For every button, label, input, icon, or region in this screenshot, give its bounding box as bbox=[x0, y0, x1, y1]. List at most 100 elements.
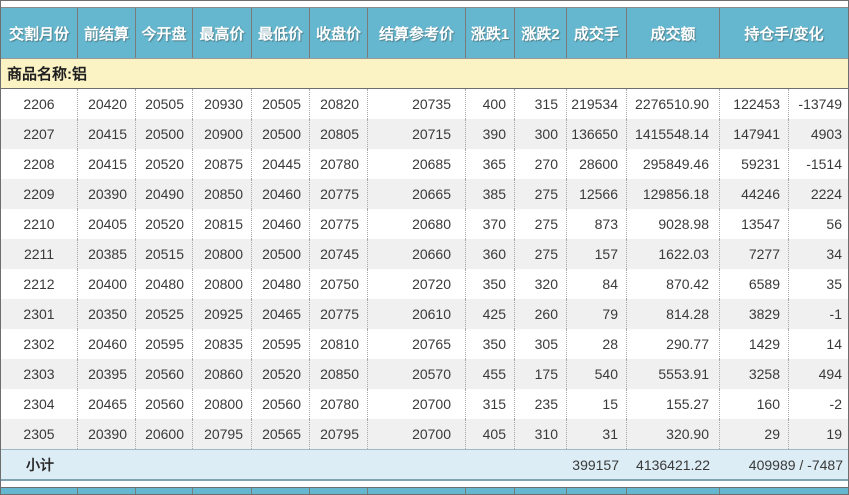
cell-change1: 400 bbox=[466, 89, 515, 119]
cell-low: 20560 bbox=[252, 389, 310, 419]
cell-open-interest: 7277 bbox=[720, 239, 789, 269]
cell-delivery-month: 2210 bbox=[1, 209, 78, 239]
cell-change2: 315 bbox=[515, 89, 567, 119]
cell-turnover: 1415548.14 bbox=[627, 119, 720, 149]
cell-open-interest: 29 bbox=[720, 419, 789, 449]
cell-close: 20775 bbox=[310, 209, 368, 239]
cell-turnover: 129856.18 bbox=[627, 179, 720, 209]
cell-open: 20500 bbox=[136, 119, 193, 149]
cell-oi-change: 14 bbox=[826, 336, 842, 352]
cell-volume: 540 bbox=[567, 359, 627, 389]
cell-change1: 360 bbox=[466, 239, 515, 269]
cell-open-interest: 59231 bbox=[720, 149, 789, 179]
cell-low: 20480 bbox=[252, 269, 310, 299]
cell-change1: 390 bbox=[466, 119, 515, 149]
cell-oi-change: -1514 bbox=[806, 156, 842, 172]
header-prev-settlement: 前结算 bbox=[78, 8, 136, 58]
cell-turnover: 814.28 bbox=[627, 299, 720, 329]
cell-close: 20805 bbox=[310, 119, 368, 149]
table-row: 2304 20465 20560 20800 20560 20780 20700… bbox=[1, 389, 848, 419]
cell-low: 20500 bbox=[252, 119, 310, 149]
header-settlement-ref: 结算参考价 bbox=[368, 8, 466, 58]
cell-delivery-month: 2305 bbox=[1, 419, 78, 449]
cell-high: 20800 bbox=[193, 269, 252, 299]
cell-change2: 305 bbox=[515, 329, 567, 359]
table-header-row: 交割月份 前结算 今开盘 最高价 最低价 收盘价 结算参考价 涨跌1 涨跌2 成… bbox=[1, 8, 848, 58]
cell-settlement-ref: 20570 bbox=[368, 359, 466, 389]
table-row: 2302 20460 20595 20835 20595 20810 20765… bbox=[1, 329, 848, 359]
cell-settlement-ref: 20765 bbox=[368, 329, 466, 359]
cell-close: 20745 bbox=[310, 239, 368, 269]
cell-change1: 350 bbox=[466, 329, 515, 359]
cell-close: 20810 bbox=[310, 329, 368, 359]
product-name-band: 商品名称:铝 bbox=[1, 58, 848, 89]
table-row: 2206 20420 20505 20930 20505 20820 20735… bbox=[1, 89, 848, 119]
cell-delivery-month: 2301 bbox=[1, 299, 78, 329]
cell-settlement-ref: 20700 bbox=[368, 389, 466, 419]
header-volume: 成交手 bbox=[567, 8, 627, 58]
cell-oi-change: -1 bbox=[829, 306, 842, 322]
cell-prev-settlement: 20400 bbox=[78, 269, 136, 299]
cell-open: 20520 bbox=[136, 209, 193, 239]
cell-oi-change: 35 bbox=[826, 276, 842, 292]
cell-prev-settlement: 20420 bbox=[78, 89, 136, 119]
cell-open-interest: 3829 bbox=[720, 299, 789, 329]
cell-change2: 310 bbox=[515, 419, 567, 449]
cell-high: 20800 bbox=[193, 389, 252, 419]
cell-high: 20925 bbox=[193, 299, 252, 329]
previous-row-sliver bbox=[1, 1, 848, 8]
cell-open: 20520 bbox=[136, 149, 193, 179]
cell-delivery-month: 2206 bbox=[1, 89, 78, 119]
cell-change2: 175 bbox=[515, 359, 567, 389]
cell-settlement-ref: 20685 bbox=[368, 149, 466, 179]
cell-delivery-month: 2211 bbox=[1, 239, 78, 269]
header-change1: 涨跌1 bbox=[466, 8, 515, 58]
cell-high: 20900 bbox=[193, 119, 252, 149]
cell-high: 20850 bbox=[193, 179, 252, 209]
cell-turnover: 9028.98 bbox=[627, 209, 720, 239]
cell-settlement-ref: 20610 bbox=[368, 299, 466, 329]
cell-open-interest: 6589 bbox=[720, 269, 789, 299]
cell-volume: 12566 bbox=[567, 179, 627, 209]
table-row: 2301 20350 20525 20925 20465 20775 20610… bbox=[1, 299, 848, 329]
cell-prev-settlement: 20415 bbox=[78, 149, 136, 179]
cell-prev-settlement: 20395 bbox=[78, 359, 136, 389]
cell-prev-settlement: 20415 bbox=[78, 119, 136, 149]
cell-prev-settlement: 20350 bbox=[78, 299, 136, 329]
cell-volume: 219534 bbox=[567, 89, 627, 119]
cell-open-interest: 147941 bbox=[720, 119, 789, 149]
cell-volume: 28600 bbox=[567, 149, 627, 179]
cell-prev-settlement: 20385 bbox=[78, 239, 136, 269]
cell-volume: 79 bbox=[567, 299, 627, 329]
cell-change2: 275 bbox=[515, 239, 567, 269]
cell-open: 20560 bbox=[136, 359, 193, 389]
header-close: 收盘价 bbox=[310, 8, 368, 58]
table-row: 2207 20415 20500 20900 20500 20805 20715… bbox=[1, 119, 848, 149]
next-header-sliver bbox=[1, 487, 848, 494]
cell-open: 20560 bbox=[136, 389, 193, 419]
cell-volume: 15 bbox=[567, 389, 627, 419]
cell-delivery-month: 2303 bbox=[1, 359, 78, 389]
cell-high: 20835 bbox=[193, 329, 252, 359]
cell-change1: 370 bbox=[466, 209, 515, 239]
subtotal-label: 小计 bbox=[26, 456, 54, 473]
cell-turnover: 155.27 bbox=[627, 389, 720, 419]
cell-volume: 84 bbox=[567, 269, 627, 299]
cell-close: 20775 bbox=[310, 299, 368, 329]
cell-high: 20875 bbox=[193, 149, 252, 179]
cell-settlement-ref: 20735 bbox=[368, 89, 466, 119]
cell-settlement-ref: 20700 bbox=[368, 419, 466, 449]
cell-open: 20595 bbox=[136, 329, 193, 359]
cell-turnover: 2276510.90 bbox=[627, 89, 720, 119]
cell-change2: 270 bbox=[515, 149, 567, 179]
cell-open-interest: 44246 bbox=[720, 179, 789, 209]
cell-open: 20525 bbox=[136, 299, 193, 329]
header-open-interest: 持仓手/变化 bbox=[744, 25, 824, 43]
cell-open: 20505 bbox=[136, 89, 193, 119]
cell-delivery-month: 2212 bbox=[1, 269, 78, 299]
cell-open: 20515 bbox=[136, 239, 193, 269]
header-open: 今开盘 bbox=[136, 8, 193, 58]
cell-change1: 405 bbox=[466, 419, 515, 449]
cell-open-interest: 160 bbox=[720, 389, 789, 419]
